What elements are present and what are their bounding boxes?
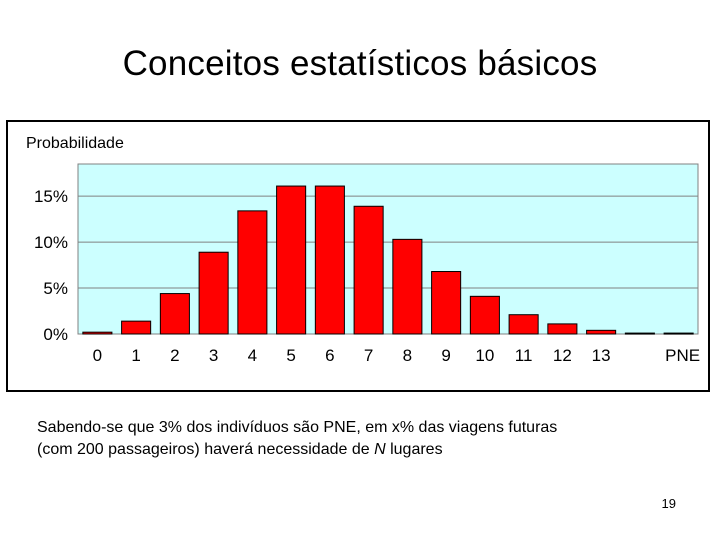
bar-13 xyxy=(586,329,617,335)
x-tick-label: 12 xyxy=(553,346,572,365)
x-tick-label: 6 xyxy=(325,346,334,365)
bar-chart: Probabilidade 0%5%10%15% 0 1 2 3 4 5 6 7 8 9 10 11 1… xyxy=(26,135,700,365)
bar-10 xyxy=(469,295,500,335)
x-tick-label: 0 xyxy=(93,346,102,365)
bar-9 xyxy=(431,271,462,335)
x-tick-label: 5 xyxy=(286,346,295,365)
caption-variable: N xyxy=(374,441,386,458)
bar-3 xyxy=(198,251,229,335)
bar-8 xyxy=(392,238,423,335)
caption-line-1: Sabendo-se que 3% dos indivíduos são PNE… xyxy=(37,419,558,436)
x-tick-label: 8 xyxy=(403,346,412,365)
bar-PNE xyxy=(663,332,694,335)
bar-0 xyxy=(82,331,113,335)
x-tick-label: 9 xyxy=(441,346,450,365)
bar-6 xyxy=(314,185,345,335)
x-tick-labels: 0 1 2 3 4 5 6 7 8 9 10 11 12 13 PNE xyxy=(93,346,700,365)
x-tick-label: 2 xyxy=(170,346,179,365)
caption: Sabendo-se que 3% dos indivíduos são PNE… xyxy=(37,417,677,461)
x-tick-label: 7 xyxy=(364,346,373,365)
x-tick-label: PNE xyxy=(665,346,700,365)
y-tick-label: 10% xyxy=(34,233,68,252)
y-tick-label: 15% xyxy=(34,187,68,206)
bar-5 xyxy=(276,185,307,335)
x-tick-label: 13 xyxy=(592,346,611,365)
caption-line-2: (com 200 passageiros) haverá necessidade… xyxy=(37,439,677,461)
bars xyxy=(82,185,694,335)
chart-frame: Probabilidade 0% 5% 10% 15% 0 1 2 3 4 5 6 7 8 9 10 11 1… xyxy=(6,120,710,392)
bar-blank xyxy=(624,332,655,335)
x-tick-label: 10 xyxy=(475,346,494,365)
y-tick-label: 5% xyxy=(43,279,68,298)
bar-1 xyxy=(121,320,152,335)
x-tick-label: 4 xyxy=(248,346,257,365)
bar-12 xyxy=(547,323,578,335)
caption-line-2-prefix: (com 200 passageiros) haverá necessidade… xyxy=(37,441,375,458)
y-axis-label: Probabilidade xyxy=(26,135,124,152)
x-tick-label: 1 xyxy=(131,346,140,365)
bar-11 xyxy=(508,314,539,335)
caption-line-2-suffix: lugares xyxy=(385,441,443,458)
bar-4 xyxy=(237,210,268,335)
bar-2 xyxy=(159,293,190,335)
page-number: 19 xyxy=(661,496,676,511)
x-tick-label: 11 xyxy=(515,346,533,365)
y-tick-labels: 0% 5% 10% 15% xyxy=(34,187,68,344)
slide-title: Conceitos estatísticos básicos xyxy=(122,44,598,83)
y-tick-label: 0% xyxy=(43,325,68,344)
x-tick-label: 3 xyxy=(209,346,218,365)
bar-7 xyxy=(353,205,384,335)
